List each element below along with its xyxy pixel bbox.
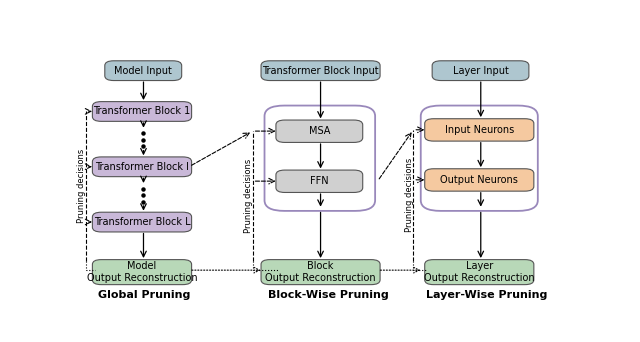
Text: Layer Input: Layer Input xyxy=(452,66,508,76)
Text: Global Pruning: Global Pruning xyxy=(99,290,191,300)
Text: Block
Output Reconstruction: Block Output Reconstruction xyxy=(265,261,376,283)
Text: Pruning decisions: Pruning decisions xyxy=(244,159,253,233)
Text: FFN: FFN xyxy=(310,176,328,186)
Text: Pruning decisions: Pruning decisions xyxy=(405,158,414,233)
FancyBboxPatch shape xyxy=(276,120,363,142)
Text: Transformer Block Input: Transformer Block Input xyxy=(262,66,379,76)
Text: Model
Output Reconstruction: Model Output Reconstruction xyxy=(86,261,197,283)
FancyBboxPatch shape xyxy=(425,260,534,285)
FancyBboxPatch shape xyxy=(92,157,191,177)
Text: Transformer Block 1: Transformer Block 1 xyxy=(93,106,191,117)
FancyBboxPatch shape xyxy=(92,212,191,232)
Text: Layer-Wise Pruning: Layer-Wise Pruning xyxy=(426,290,547,300)
FancyBboxPatch shape xyxy=(92,102,191,121)
FancyBboxPatch shape xyxy=(261,260,380,285)
FancyBboxPatch shape xyxy=(105,61,182,81)
FancyBboxPatch shape xyxy=(425,119,534,141)
Text: Model Input: Model Input xyxy=(115,66,172,76)
Text: MSA: MSA xyxy=(308,126,330,136)
Text: Layer
Output Reconstruction: Layer Output Reconstruction xyxy=(424,261,534,283)
Text: Output Neurons: Output Neurons xyxy=(440,175,518,185)
Text: Block-Wise Pruning: Block-Wise Pruning xyxy=(268,290,388,300)
FancyBboxPatch shape xyxy=(261,61,380,81)
Text: Transformer Block l: Transformer Block l xyxy=(95,162,189,172)
Text: Input Neurons: Input Neurons xyxy=(445,125,514,135)
FancyBboxPatch shape xyxy=(92,260,191,285)
FancyBboxPatch shape xyxy=(425,169,534,191)
Text: Transformer Block L: Transformer Block L xyxy=(93,217,190,227)
Text: Pruning decisions: Pruning decisions xyxy=(77,149,86,223)
FancyBboxPatch shape xyxy=(276,170,363,193)
FancyBboxPatch shape xyxy=(432,61,529,81)
